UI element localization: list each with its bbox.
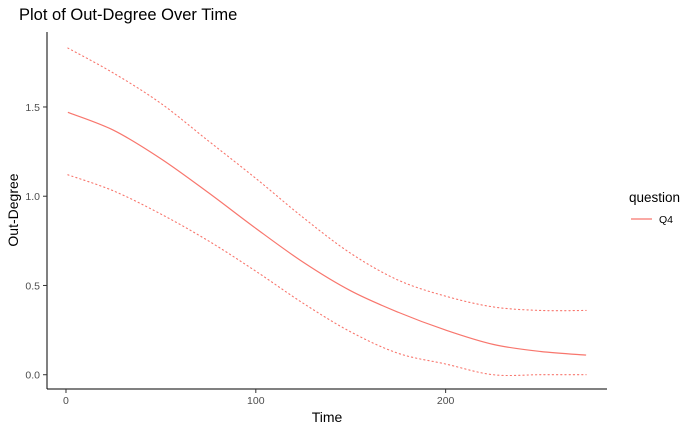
series-line-q4-bound-1 bbox=[67, 47, 587, 312]
y-tick-label: 1.0 bbox=[25, 191, 40, 203]
plot-area bbox=[67, 47, 587, 377]
y-axis-ticks: 0.0 0.5 1.0 1.5 bbox=[25, 102, 47, 382]
x-axis-ticks: 0 100 200 bbox=[63, 389, 455, 407]
legend-label-q4: Q4 bbox=[659, 214, 673, 226]
legend: question Q4 bbox=[629, 190, 680, 226]
y-axis-label: Out-Degree bbox=[5, 173, 21, 246]
y-tick-label: 1.5 bbox=[25, 102, 40, 114]
series-line-q4 bbox=[67, 111, 587, 356]
x-tick-label: 200 bbox=[437, 395, 455, 407]
y-tick-label: 0.0 bbox=[25, 370, 40, 382]
x-axis-label: Time bbox=[312, 409, 343, 425]
x-tick-label: 100 bbox=[247, 395, 265, 407]
chart-title: Plot of Out-Degree Over Time bbox=[19, 6, 237, 24]
x-tick-label: 0 bbox=[63, 395, 69, 407]
series-line-q4-bound-2 bbox=[67, 174, 587, 377]
legend-title: question bbox=[629, 190, 680, 205]
y-tick-label: 0.5 bbox=[25, 280, 40, 292]
